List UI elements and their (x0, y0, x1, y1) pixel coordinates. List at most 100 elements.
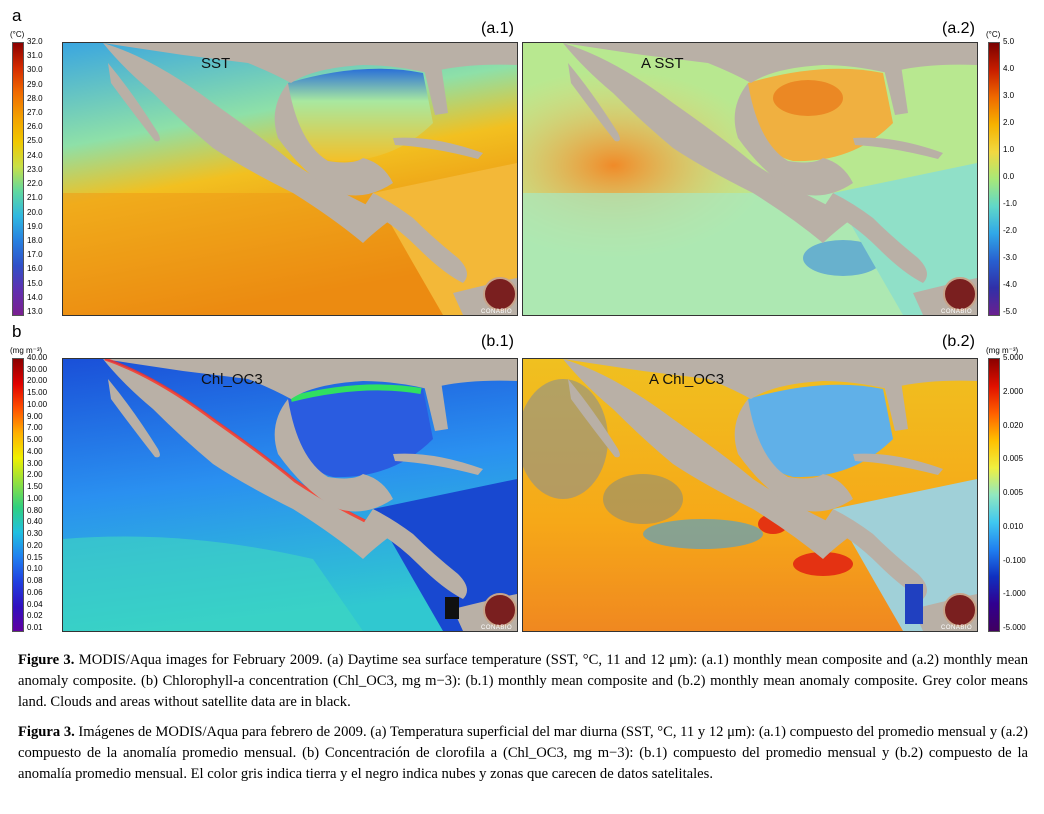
sst-anom-colorbar (988, 42, 1000, 316)
colorbar-tick-label: 17.0 (27, 250, 43, 260)
map-chl: Chl_OC3 CONABIO (62, 358, 518, 632)
colorbar-tick-label: -2.0 (1003, 226, 1017, 235)
caption-english-label: Figure 3. (18, 652, 75, 668)
colorbar-tick-label: 1.0 (1003, 145, 1015, 154)
caption-spanish-text: Imágenes de MODIS/Aqua para febrero de 2… (18, 724, 1028, 782)
colorbar-tick-label: 2.00 (27, 470, 43, 480)
colorbar-tick-label: 32.0 (27, 37, 43, 46)
map-chl-title: Chl_OC3 (201, 371, 263, 388)
conabio-logo-text: CONABIO (941, 625, 973, 631)
colorbar-tick-label: 24.0 (27, 150, 43, 160)
caption-english-text: MODIS/Aqua images for February 2009. (a)… (18, 652, 1029, 710)
label-b1: (b.1) (481, 333, 514, 350)
colorbar-tick-label: 4.0 (1003, 64, 1015, 73)
colorbar-tick-label: 27.0 (27, 108, 43, 118)
map-sst: SST CONABIO (62, 42, 518, 316)
map-chl-anomaly-title: A Chl_OC3 (649, 371, 725, 388)
conabio-logo (943, 593, 977, 627)
colorbar-tick-label: 18.0 (27, 235, 43, 245)
chl-anom-unit: (mg m⁻³) (986, 346, 1019, 355)
map-sst-anomaly: A SST CONABIO (522, 42, 978, 316)
colorbar-tick-label: -3.0 (1003, 253, 1017, 262)
colorbar-tick-label: 1.00 (27, 493, 43, 503)
sst-anom-unit: (°C) (986, 30, 1001, 39)
conabio-logo-text: CONABIO (481, 309, 513, 315)
colorbar-tick-label: 25.0 (27, 136, 43, 146)
colorbar-tick-label: 4.00 (27, 446, 43, 456)
sst-colorbar (12, 42, 24, 316)
colorbar-tick-label: 0.01 (27, 623, 43, 632)
caption-english: Figure 3. MODIS/Aqua images for February… (18, 650, 1028, 713)
colorbar-tick-label: -4.0 (1003, 280, 1017, 289)
map-sst-anomaly-title: A SST (641, 55, 684, 72)
map-chl-anomaly: A Chl_OC3 CONABIO (522, 358, 978, 632)
colorbar-tick-label: 9.00 (27, 411, 43, 421)
colorbar-tick-label: 0.40 (27, 517, 43, 527)
chl-unit: (mg m⁻³) (10, 346, 43, 355)
label-b2: (b.2) (942, 333, 975, 350)
panel-a-letter: a (12, 6, 22, 25)
colorbar-tick-label: 0.80 (27, 505, 43, 515)
colorbar-tick-label: 0.10 (27, 564, 43, 574)
colorbar-tick-label: 31.0 (27, 51, 43, 61)
colorbar-tick-label: 20.0 (27, 207, 43, 217)
colorbar-tick-label: -5.000 (1003, 623, 1026, 632)
colorbar-tick-label: 2.0 (1003, 118, 1015, 127)
colorbar-tick-label: -1.000 (1003, 589, 1026, 599)
colorbar-tick-label: 0.005 (1003, 488, 1024, 497)
colorbar-tick-label: 5.00 (27, 435, 43, 445)
colorbar-tick-label: 30.00 (27, 364, 48, 374)
colorbar-tick-label: 0.0 (1003, 172, 1015, 181)
colorbar-tick-label: 21.0 (27, 193, 43, 203)
colorbar-tick-label: 16.0 (27, 264, 43, 274)
colorbar-tick-label: 0.005 (1003, 454, 1024, 464)
conabio-logo-text: CONABIO (481, 625, 513, 631)
colorbar-tick-label: 23.0 (27, 164, 43, 174)
colorbar-tick-label: 29.0 (27, 79, 43, 89)
colorbar-tick-label: 5.0 (1003, 37, 1015, 46)
panel-b-letter: b (12, 322, 22, 341)
colorbar-tick-label: 3.0 (1003, 91, 1015, 100)
colorbar-tick-label: 0.02 (27, 611, 43, 621)
colorbar-tick-label: 30.0 (27, 65, 43, 75)
colorbar-tick-label: 0.30 (27, 529, 43, 539)
chl-anom-colorbar (988, 358, 1000, 632)
colorbar-tick-label: 14.0 (27, 292, 43, 302)
colorbar-tick-label: 13.0 (27, 307, 43, 316)
colorbar-tick-label: 2.000 (1003, 386, 1024, 396)
sst-unit: (°C) (10, 30, 25, 39)
colorbar-tick-label: 0.08 (27, 576, 43, 586)
caption-spanish-label: Figura 3. (18, 724, 75, 740)
colorbar-tick-label: -1.0 (1003, 199, 1017, 208)
label-a1: (a.1) (481, 20, 514, 37)
conabio-logo (483, 277, 517, 311)
colorbar-tick-label: -0.100 (1003, 555, 1026, 565)
colorbar-tick-label: 3.00 (27, 458, 43, 468)
colorbar-tick-label: 0.020 (1003, 420, 1024, 430)
conabio-logo (943, 277, 977, 311)
colorbar-tick-label: 28.0 (27, 93, 43, 103)
map-sst-title: SST (201, 55, 231, 72)
colorbar-tick-label: 7.00 (27, 423, 43, 433)
colorbar-tick-label: 0.15 (27, 552, 43, 562)
colorbar-tick-label: 10.00 (27, 399, 48, 409)
caption-spanish: Figura 3. Imágenes de MODIS/Aqua para fe… (18, 722, 1028, 785)
conabio-logo-text: CONABIO (941, 309, 973, 315)
colorbar-tick-label: 0.20 (27, 540, 43, 550)
colorbar-tick-label: 40.00 (27, 353, 48, 362)
conabio-logo (483, 593, 517, 627)
chl-colorbar (12, 358, 24, 632)
colorbar-tick-label: 19.0 (27, 221, 43, 231)
colorbar-tick-label: 0.04 (27, 599, 43, 609)
label-a2: (a.2) (942, 20, 975, 37)
colorbar-tick-label: 15.00 (27, 388, 48, 398)
colorbar-tick-label: 26.0 (27, 122, 43, 132)
colorbar-tick-label: 20.00 (27, 376, 48, 386)
colorbar-tick-label: 0.06 (27, 587, 43, 597)
colorbar-tick-label: 5.000 (1003, 353, 1024, 362)
colorbar-tick-label: 1.50 (27, 482, 43, 492)
colorbar-tick-label: 0.010 (1003, 521, 1024, 531)
colorbar-tick-label: -5.0 (1003, 307, 1017, 316)
colorbar-tick-label: 15.0 (27, 278, 43, 288)
colorbar-tick-label: 22.0 (27, 179, 43, 189)
